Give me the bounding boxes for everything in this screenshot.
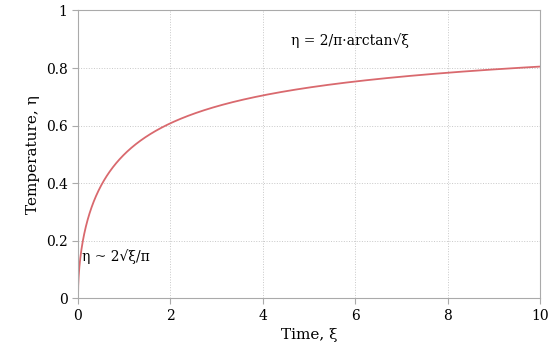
X-axis label: Time, ξ: Time, ξ [281, 328, 338, 342]
Text: η ~ 2√ξ/π: η ~ 2√ξ/π [82, 249, 149, 264]
Y-axis label: Temperature, η: Temperature, η [26, 95, 40, 214]
Text: η = 2/π·arctan√ξ: η = 2/π·arctan√ξ [291, 33, 409, 48]
